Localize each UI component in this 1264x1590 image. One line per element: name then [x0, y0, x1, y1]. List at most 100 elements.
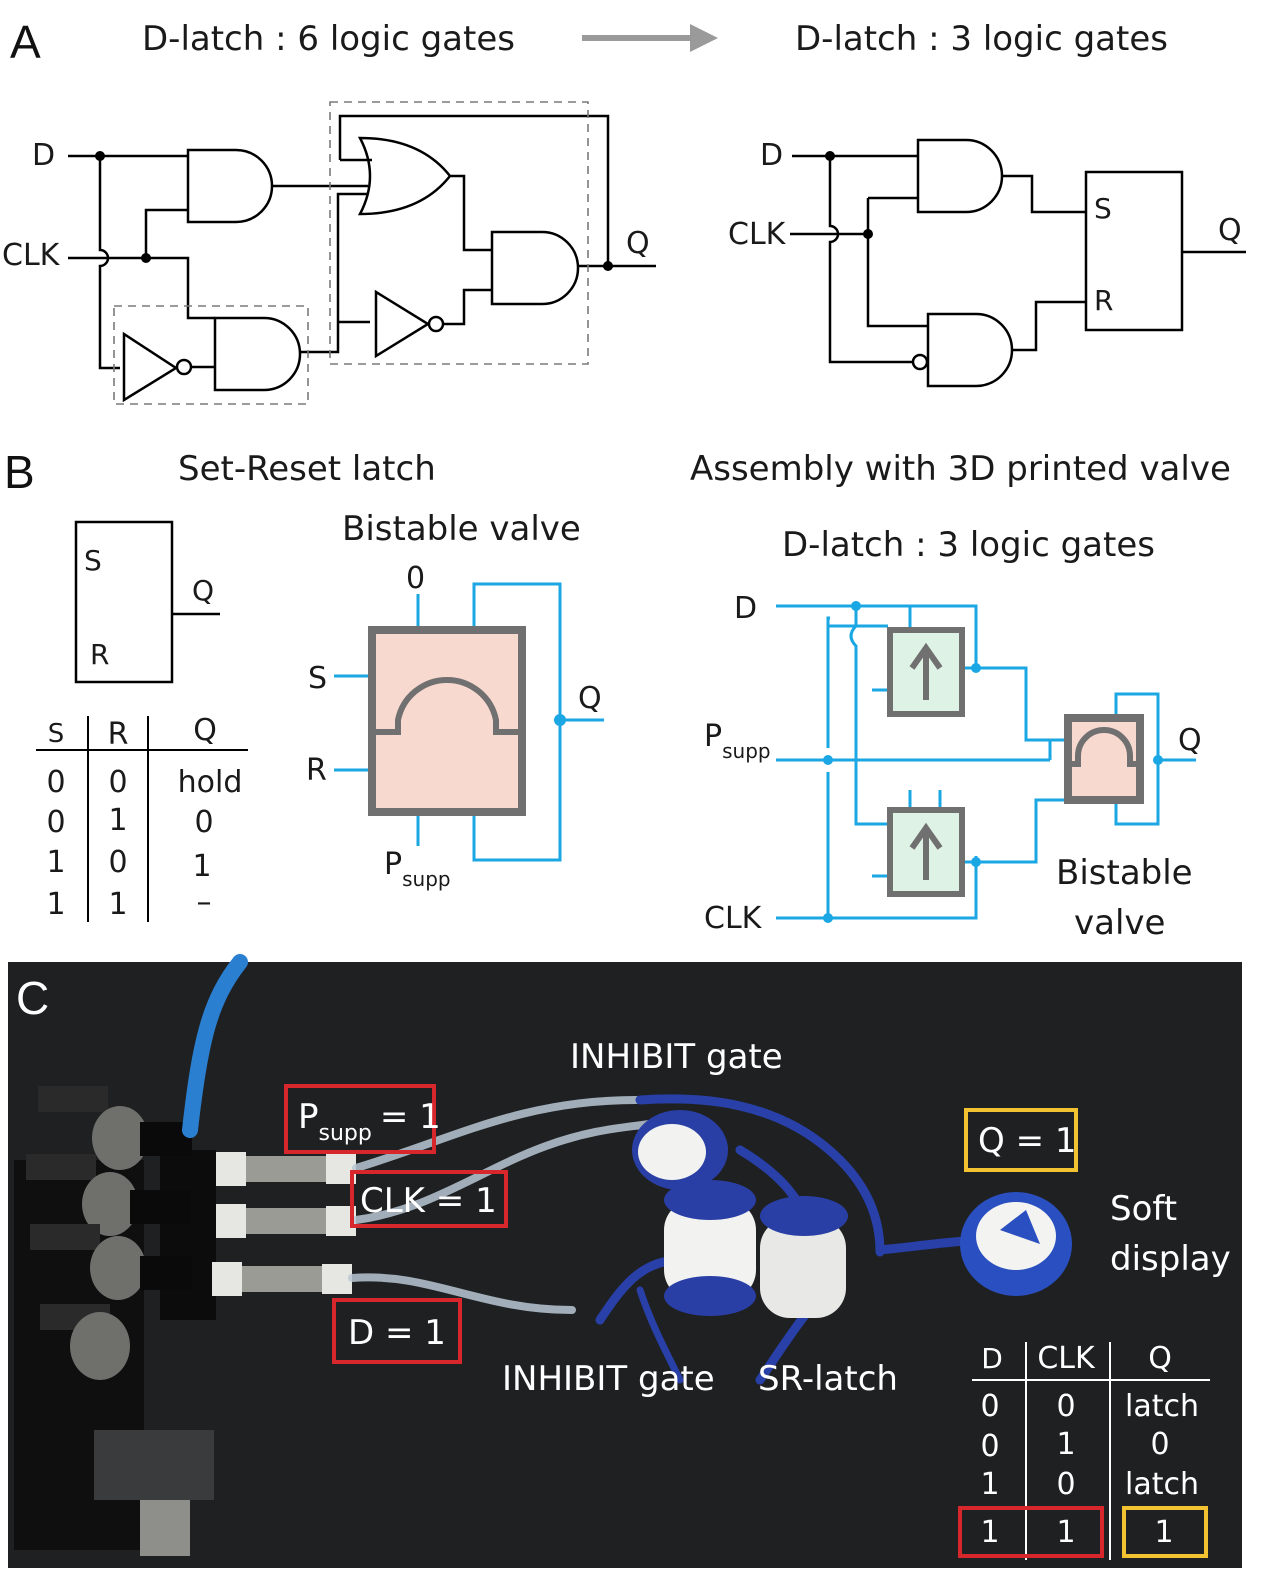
assembly-title: Assembly with 3D printed valve: [690, 449, 1231, 489]
valve-top-zero-label: 0: [406, 561, 425, 596]
bistable-valve-title: Bistable valve: [342, 509, 581, 549]
clk-to-and1-wire: [144, 208, 188, 258]
and-gate-3: [490, 230, 580, 306]
valve-assembly-diagram: Assembly with 3D printed valve D-latch :…: [690, 449, 1231, 943]
dl-table-cell: latch: [1125, 1389, 1199, 1424]
toggle-switch-1: [38, 1086, 192, 1170]
clk-state-box: [350, 1170, 508, 1228]
assembly-d-label: D: [734, 591, 757, 626]
sr-symbol-q: Q: [192, 574, 214, 607]
panel-c-label: C: [16, 972, 49, 1024]
panel-a-label: A: [10, 16, 41, 68]
sr-table-cell: 0: [108, 845, 127, 880]
sr-symbol-block: [74, 520, 174, 684]
right-and-gate-1: [916, 138, 1004, 214]
asm-d-line: [776, 604, 978, 666]
q-state-label: Q = 1: [978, 1121, 1077, 1161]
sr-symbol-s: S: [84, 544, 102, 577]
clk-wire: [68, 256, 215, 320]
sr-table-cell: 1: [108, 803, 127, 838]
bistable-valve-diagram: Bistable valve 0 S R Q Psupp: [306, 509, 604, 891]
panel-b: B Set-Reset latch S R Q S R Q 0 0 hold 0…: [4, 446, 1231, 943]
sr-table-cell: 0: [46, 805, 65, 840]
psupp-state-label: Psupp = 1: [298, 1097, 441, 1146]
dl-table-output-highlight: [1122, 1506, 1208, 1558]
sr-table-cell: hold: [178, 765, 243, 800]
valve-r-label: R: [306, 753, 327, 788]
left-clk-input-label: CLK: [2, 238, 61, 273]
right-d-input-label: D: [760, 138, 783, 173]
transition-arrow: [582, 24, 718, 52]
right-d-to-inhibit-wire: [828, 156, 912, 364]
dl-table-cell: latch: [1125, 1467, 1199, 1502]
dl-table-input-highlight: [958, 1506, 1104, 1558]
dl-table-header-d: D: [981, 1342, 1003, 1375]
metal-bracket: [94, 1430, 214, 1500]
sr-latch-photo-label: SR-latch: [758, 1359, 898, 1399]
bottom-fitting: [140, 1500, 190, 1556]
asm-clk-line: [776, 856, 978, 920]
soft-display-label-1: Soft: [1110, 1189, 1177, 1229]
valve-q-junction-dot: [554, 714, 566, 726]
sr-block-s-label: S: [1094, 192, 1112, 225]
and-gate-2: [213, 316, 302, 392]
sr-table-cell: 1: [46, 887, 65, 922]
panel-b-label: B: [4, 446, 35, 498]
dl-table-cell: 0: [1056, 1389, 1075, 1424]
q-state-box: [964, 1108, 1078, 1172]
asm-gate-1-arrow-icon: [909, 642, 943, 700]
d-state-label: D = 1: [348, 1313, 446, 1353]
d-state-box: [332, 1298, 462, 1364]
assembly-clk-label: CLK: [704, 901, 763, 936]
asm-gate2-top-ports: [908, 790, 942, 808]
bistable-valve-body: [368, 626, 526, 816]
asm-clk-junction: [823, 913, 833, 923]
dl-table-cell: 0: [980, 1389, 999, 1424]
sr-truth-table: S R Q 0 0 hold 0 1 0 1 0 1 1 1 –: [36, 713, 248, 922]
sr-block-r-label: R: [1094, 284, 1113, 317]
d-latch-truth-table: D CLK Q 0 0 latch 0 1 0 1 0 latch 1 1 1: [958, 1341, 1210, 1560]
not2-to-and3-wire: [443, 288, 492, 326]
and1-to-s-wire: [1002, 174, 1086, 214]
three-gate-d-latch-circuit: D CLK Q S R: [728, 138, 1246, 388]
dl-table-cell: 0: [1056, 1467, 1075, 1502]
asm-psupp-junction: [823, 755, 833, 765]
dl-table-cell: 1: [1056, 1515, 1075, 1550]
left-q-output-label: Q: [626, 226, 650, 261]
sr-latch-group-box: [329, 101, 589, 365]
bistable-membrane: [372, 676, 522, 735]
asm-psupp-line: [776, 738, 1066, 762]
assembly-bistable-label-2: valve: [1074, 903, 1165, 943]
inhibit-gate-bottom-label: INHIBIT gate: [502, 1359, 715, 1399]
dl-table-cell: 0: [980, 1429, 999, 1464]
inhibit-group-box-1: [113, 305, 309, 405]
or-to-and3-wire: [450, 174, 492, 252]
not-gate-2: [374, 289, 431, 359]
valve-s-label: S: [308, 661, 327, 696]
assembly-psupp-label: Psupp: [704, 719, 771, 763]
d-to-not-wire: [98, 156, 120, 370]
sr-table-cell: 1: [108, 887, 127, 922]
asm-gate1-to-valve: [962, 666, 1066, 742]
assembly-subtitle: D-latch : 3 logic gates: [782, 525, 1155, 565]
not-gate-1: [122, 331, 179, 403]
assembly-bistable-label-1: Bistable: [1056, 853, 1193, 893]
dl-table-cell: 1: [1154, 1515, 1173, 1550]
right-and-gate-2: [926, 312, 1014, 388]
valve-psupp-label: Psupp: [384, 847, 451, 891]
inhibit-gate-body-top: [632, 1110, 728, 1190]
not-gate-2-bubble: [427, 315, 445, 333]
sr-latch-title: Set-Reset latch: [178, 449, 436, 489]
toggle-switch-2: [26, 1154, 190, 1236]
sr-table-cell: 0: [108, 765, 127, 800]
panel-a-left-title: D-latch : 6 logic gates: [142, 19, 515, 59]
panel-a-right-title: D-latch : 3 logic gates: [795, 19, 1168, 59]
asm-gate-2-arrow-icon: [909, 822, 943, 880]
soft-display-body: [960, 1192, 1072, 1296]
clear-tubing: [348, 1096, 654, 1314]
six-gate-d-latch-circuit: D CLK Q: [2, 101, 656, 405]
valve-q-label: Q: [578, 681, 602, 716]
or-gate: [357, 136, 452, 216]
dl-table-cell: 1: [1056, 1427, 1075, 1462]
panel-c-photo: C INHIBIT gate INHIBIT gate SR-latch Sof…: [8, 954, 1242, 1568]
